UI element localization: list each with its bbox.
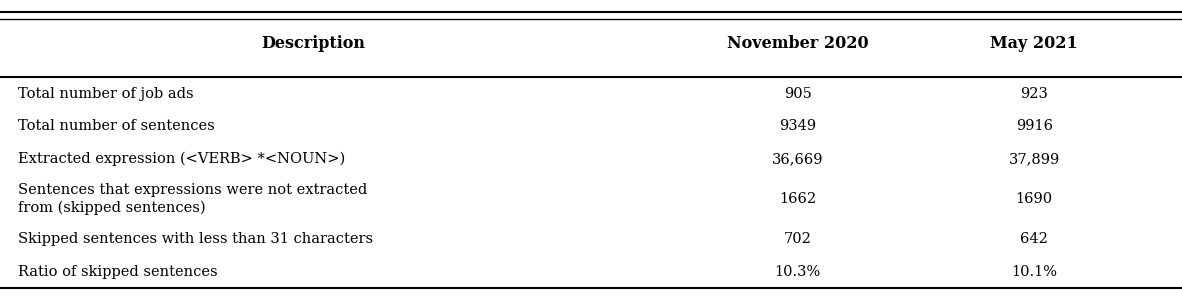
Text: 9349: 9349 — [779, 119, 817, 133]
Text: 10.1%: 10.1% — [1012, 265, 1057, 279]
Text: 642: 642 — [1020, 232, 1048, 246]
Text: Total number of job ads: Total number of job ads — [18, 87, 194, 101]
Text: 10.3%: 10.3% — [774, 265, 821, 279]
Text: Extracted expression (<VERB> *<NOUN>): Extracted expression (<VERB> *<NOUN>) — [18, 152, 345, 166]
Text: November 2020: November 2020 — [727, 35, 869, 52]
Text: 905: 905 — [784, 87, 812, 101]
Text: Sentences that expressions were not extracted
from (skipped sentences): Sentences that expressions were not extr… — [18, 184, 366, 215]
Text: 9916: 9916 — [1015, 119, 1053, 133]
Text: May 2021: May 2021 — [991, 35, 1078, 52]
Text: 1662: 1662 — [779, 192, 817, 206]
Text: 36,669: 36,669 — [772, 152, 824, 166]
Text: 702: 702 — [784, 232, 812, 246]
Text: Ratio of skipped sentences: Ratio of skipped sentences — [18, 265, 217, 279]
Text: 37,899: 37,899 — [1008, 152, 1060, 166]
Text: Skipped sentences with less than 31 characters: Skipped sentences with less than 31 char… — [18, 232, 372, 246]
Text: Total number of sentences: Total number of sentences — [18, 119, 214, 133]
Text: 1690: 1690 — [1015, 192, 1053, 206]
Text: Description: Description — [261, 35, 365, 52]
Text: 923: 923 — [1020, 87, 1048, 101]
